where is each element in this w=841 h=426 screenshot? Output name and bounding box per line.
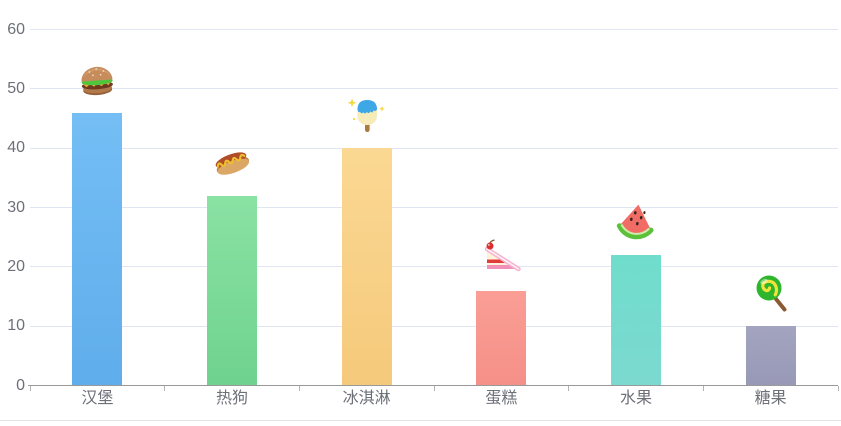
gridline <box>30 266 838 268</box>
x-axis-label-ice-cream: 冰淇淋 <box>342 390 391 407</box>
lollipop-icon <box>749 273 793 313</box>
x-axis-line <box>28 385 838 386</box>
watermelon-icon <box>614 202 658 242</box>
bar-candy[interactable] <box>745 326 796 386</box>
x-axis-label-hamburger: 汉堡 <box>81 390 114 407</box>
y-axis-label: 0 <box>16 376 25 394</box>
x-axis-tick <box>29 385 31 391</box>
gridline <box>30 207 838 208</box>
gridline <box>30 88 838 90</box>
y-axis-label: 30 <box>7 198 25 216</box>
x-axis-label-hot-dog: 热狗 <box>215 390 248 407</box>
bar-ice-cream[interactable] <box>341 148 392 386</box>
y-axis-label: 10 <box>7 317 25 335</box>
x-axis-tick <box>837 385 839 391</box>
gridline <box>30 325 838 327</box>
y-axis-label: 60 <box>7 20 25 38</box>
gridline <box>30 29 838 30</box>
bar-cake[interactable] <box>476 290 527 386</box>
y-axis-label: 50 <box>7 79 25 97</box>
gridline <box>30 147 838 149</box>
page-bottom-border <box>0 419 841 421</box>
x-axis-tick <box>433 385 435 391</box>
cake-slice-icon <box>479 238 523 278</box>
x-axis-label-candy: 糖果 <box>754 390 787 407</box>
x-axis-label-fruit: 水果 <box>619 390 652 407</box>
hot-dog-icon <box>210 143 254 183</box>
bar-hot-dog[interactable] <box>207 195 257 386</box>
y-axis-label: 20 <box>7 257 25 275</box>
bar-hamburger[interactable] <box>72 112 123 386</box>
y-axis-label: 40 <box>7 139 25 157</box>
x-axis-tick <box>702 385 704 391</box>
popsicle-icon <box>345 95 389 135</box>
hamburger-icon <box>75 60 119 100</box>
x-axis-tick <box>164 385 166 391</box>
x-axis-label-cake: 蛋糕 <box>485 390 518 407</box>
x-axis-tick <box>298 385 300 391</box>
x-axis-tick <box>568 385 570 391</box>
bar-fruit[interactable] <box>611 254 661 386</box>
